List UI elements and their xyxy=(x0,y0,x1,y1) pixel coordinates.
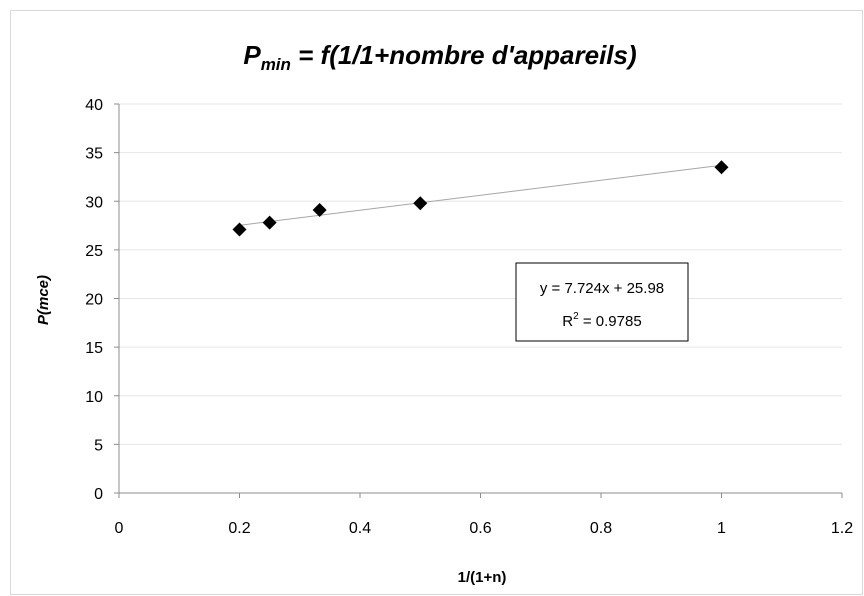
data-point-marker xyxy=(232,222,247,237)
y-tick-label: 15 xyxy=(85,340,103,357)
y-tick-label: 0 xyxy=(94,486,103,503)
data-point-marker xyxy=(312,203,327,218)
gridlines xyxy=(119,103,842,445)
chart-frame xyxy=(10,10,863,595)
data-point-marker xyxy=(714,160,729,175)
y-tick-label: 30 xyxy=(85,194,103,211)
x-tick-label: 0.6 xyxy=(469,520,491,537)
data-points xyxy=(232,160,729,237)
r-squared-value: = 0.9785 xyxy=(579,313,642,330)
y-tick-label: 20 xyxy=(85,292,103,309)
chart-title-subscript: min xyxy=(261,55,291,74)
data-point-marker xyxy=(262,215,277,230)
y-tick-label: 5 xyxy=(94,437,103,454)
y-tick-labels: 0 5 10 15 20 25 30 35 40 xyxy=(85,97,103,503)
x-tick-label: 0.8 xyxy=(590,520,612,537)
equation-text: y = 7.724x + 25.98 xyxy=(540,280,664,297)
x-tick-label: 0.4 xyxy=(349,520,371,537)
x-tick-label: 0.2 xyxy=(228,520,250,537)
equation-box: y = 7.724x + 25.98 R2 = 0.9785 xyxy=(515,262,689,342)
x-tick-label: 1.2 xyxy=(831,520,853,537)
y-tick-label: 25 xyxy=(85,243,103,260)
r-squared-text: R2 = 0.9785 xyxy=(562,311,641,330)
r-squared-exponent: 2 xyxy=(573,311,579,322)
data-point-marker xyxy=(413,196,428,211)
r-squared-prefix: R xyxy=(562,313,573,330)
x-tick-labels: 0 0.2 0.4 0.6 0.8 1 1.2 xyxy=(115,520,854,537)
chart-title-rest: = f(1/1+nombre d'appareils) xyxy=(291,40,637,70)
trendline xyxy=(239,164,722,226)
axes xyxy=(114,103,843,498)
x-axis-label: 1/(1+n) xyxy=(458,569,507,586)
x-tick-label: 0 xyxy=(115,520,124,537)
y-tick-label: 35 xyxy=(85,146,103,163)
equation-box-border xyxy=(515,262,689,342)
chart-title-main: P xyxy=(243,40,261,70)
y-axis-label: P(mce) xyxy=(35,275,52,325)
trendline-group xyxy=(239,164,722,226)
chart-title: Pmin = f(1/1+nombre d'appareils) xyxy=(243,40,636,74)
x-tick-label: 1 xyxy=(717,520,726,537)
y-tick-label: 10 xyxy=(85,389,103,406)
y-tick-label: 40 xyxy=(85,97,103,114)
